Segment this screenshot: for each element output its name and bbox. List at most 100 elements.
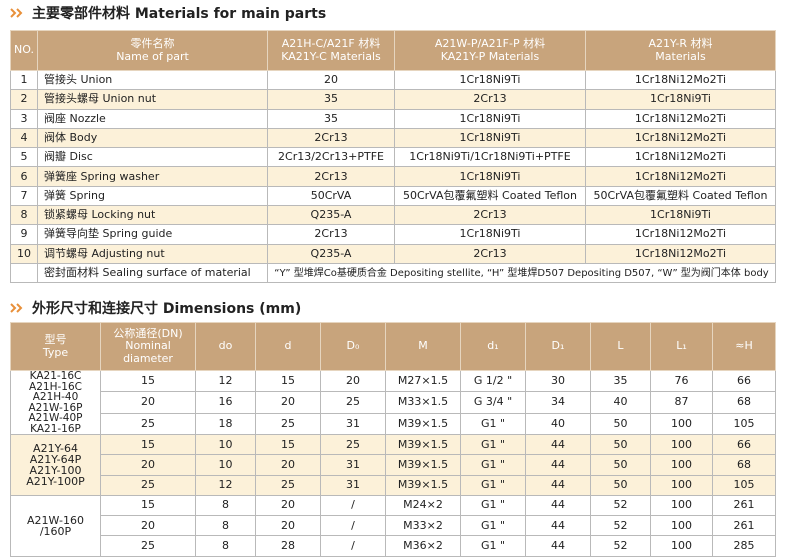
table-row: A21Y-64 A21Y-64P A21Y-100 A21Y-100P 15 10 15 25… <box>10 433 776 496</box>
cell: 10 <box>195 433 256 456</box>
cell: G 1/2 " <box>460 369 526 393</box>
cell: G1 " <box>460 454 526 476</box>
table-row: A21W-160/160P 15 8 20/M24×2 G1 " 44 52 100 261 <box>10 494 776 557</box>
column-header: d₁ <box>460 322 526 371</box>
cell: 1Cr18Ni12Mo2Ti <box>585 147 776 168</box>
cell: 3 <box>10 108 38 129</box>
cell: 8 <box>10 205 38 226</box>
cell: 25 <box>320 391 386 414</box>
cell: M39×1.5 <box>385 412 461 436</box>
chevron-icon <box>10 8 23 18</box>
type-cell: KA21-16C A21H-16C A21H-40 A21W-16P A21W-40P K… <box>10 370 101 435</box>
header-line: d₁ <box>487 339 499 353</box>
cell: 1Cr18Ni12Mo2Ti <box>585 243 776 264</box>
cell: 76 <box>650 369 713 393</box>
header-line: Nominal <box>125 339 171 353</box>
cell: 8 <box>195 535 256 557</box>
cell: 66 <box>712 433 776 456</box>
cell: 18 <box>195 412 256 436</box>
cell: 1Cr18Ni9Ti <box>394 224 586 245</box>
column-header: A21H-C/A21F 材料 KA21Y-C Materials <box>267 30 395 71</box>
column-header: D₁ <box>525 322 591 371</box>
cell: 40 <box>590 391 651 414</box>
cell: 30 <box>525 369 591 393</box>
cell: 1Cr18Ni12Mo2Ti <box>585 127 776 149</box>
cell: 6 <box>10 166 38 187</box>
cell: 1Cr18Ni9Ti <box>585 89 776 110</box>
type-line: A21W-16P <box>28 401 83 414</box>
cell: 2 <box>10 89 38 110</box>
type-line: A21Y-100P <box>26 474 85 488</box>
cell: 1Cr18Ni9Ti <box>394 127 586 149</box>
cell: 1Cr18Ni12Mo2Ti <box>585 108 776 129</box>
cell: 2Cr13 <box>394 89 586 110</box>
header-line: M <box>418 339 428 353</box>
cell: M36×2 <box>385 535 461 557</box>
chevron-icon <box>10 303 23 313</box>
part-name: 弹簧 Spring <box>37 185 268 207</box>
cell: 44 <box>525 454 591 476</box>
header-line: KA21Y-P Materials <box>440 49 540 63</box>
table-row: 20 8 20/M33×2 G1 " 44 52 100 261 <box>11 515 776 537</box>
part-name: 阀体 Body <box>37 127 268 149</box>
cell: 15 <box>255 369 321 393</box>
cell: G1 " <box>460 433 526 456</box>
section-heading: 主要零部件材料 Materials for main parts <box>10 3 326 23</box>
column-header: 型号 Type <box>10 322 101 371</box>
cell: M33×2 <box>385 515 461 537</box>
table-row: 密封面材料 Sealing surface of material “Y” 型堆焊… <box>10 262 776 284</box>
header-line: D₁ <box>551 339 565 353</box>
cell: 2Cr13 <box>267 224 395 245</box>
table-row: 10 调节螺母 Adjusting nut Q235-A 2Cr13 1Cr18Ni12… <box>10 243 776 264</box>
cell: 35 <box>267 108 395 129</box>
part-name: 弹簧座 Spring washer <box>37 166 268 187</box>
cell: 285 <box>712 535 776 557</box>
table-row: 25 8 28/M36×2 G1 " 44 52 100 285 <box>11 535 776 557</box>
cell: 44 <box>525 535 591 557</box>
cell: 261 <box>712 515 776 537</box>
type-line: A21Y-64 <box>33 441 78 455</box>
column-header: 零件名称 Name of part <box>37 30 268 71</box>
column-header: L <box>590 322 651 371</box>
cell: 35 <box>267 89 395 110</box>
cell: 20 <box>255 515 321 537</box>
part-name: 阀瓣 Disc <box>37 147 268 168</box>
cell: 2Cr13 <box>267 166 395 187</box>
column-header: D₀ <box>320 322 386 371</box>
part-name: 管接头 Union <box>37 69 268 91</box>
header-line: d <box>284 339 292 353</box>
cell: Q235-A <box>267 243 395 264</box>
cell: 52 <box>590 494 651 517</box>
cell: 1Cr18Ni9Ti <box>394 166 586 187</box>
type-line: A21W-40P <box>28 412 83 424</box>
table-row: 6 弹簧座 Spring washer 2Cr13 1Cr18Ni9Ti 1Cr18Ni… <box>10 166 776 187</box>
type-cell: A21W-160/160P <box>10 494 101 557</box>
cell: 25 <box>100 412 196 436</box>
cell: 25 <box>320 433 386 456</box>
column-header: ≈H <box>712 322 776 371</box>
cell: 105 <box>712 474 776 496</box>
cell: 34 <box>525 391 591 414</box>
type-cell: A21Y-64 A21Y-64P A21Y-100 A21Y-100P <box>10 434 101 496</box>
header-line: A21Y-R 材料 <box>648 37 713 51</box>
cell: 100 <box>650 515 713 537</box>
header-line: 零件名称 <box>130 37 175 51</box>
cell: G1 " <box>460 412 526 436</box>
cell: 100 <box>650 474 713 496</box>
cell: 52 <box>590 515 651 537</box>
cell: 1Cr18Ni12Mo2Ti <box>585 69 776 91</box>
table-row: 20 10 20 31 M39×1.5 G1 " 44 50 100 68 <box>10 454 776 476</box>
header-line: L₁ <box>676 339 687 353</box>
table-row: 7 弹簧 Spring 50CrVA 50CrVA包覆氟塑料 Coated Teflo… <box>10 185 776 207</box>
table-row: 2 管接头螺母 Union nut 35 2Cr13 1Cr18Ni9Ti <box>10 89 776 110</box>
cell: 50 <box>590 454 651 476</box>
cell: 15 <box>100 433 196 456</box>
cell: 1Cr18Ni9Ti <box>585 205 776 226</box>
cell: / <box>320 494 386 517</box>
cell: 2Cr13/2Cr13+PTFE <box>267 147 395 168</box>
cell: 8 <box>195 494 256 517</box>
column-header: 公称通径(DN) Nominal diameter <box>100 322 196 371</box>
header-line: Type <box>42 345 69 359</box>
header-line: Name of part <box>116 49 189 63</box>
cell: 100 <box>650 535 713 557</box>
